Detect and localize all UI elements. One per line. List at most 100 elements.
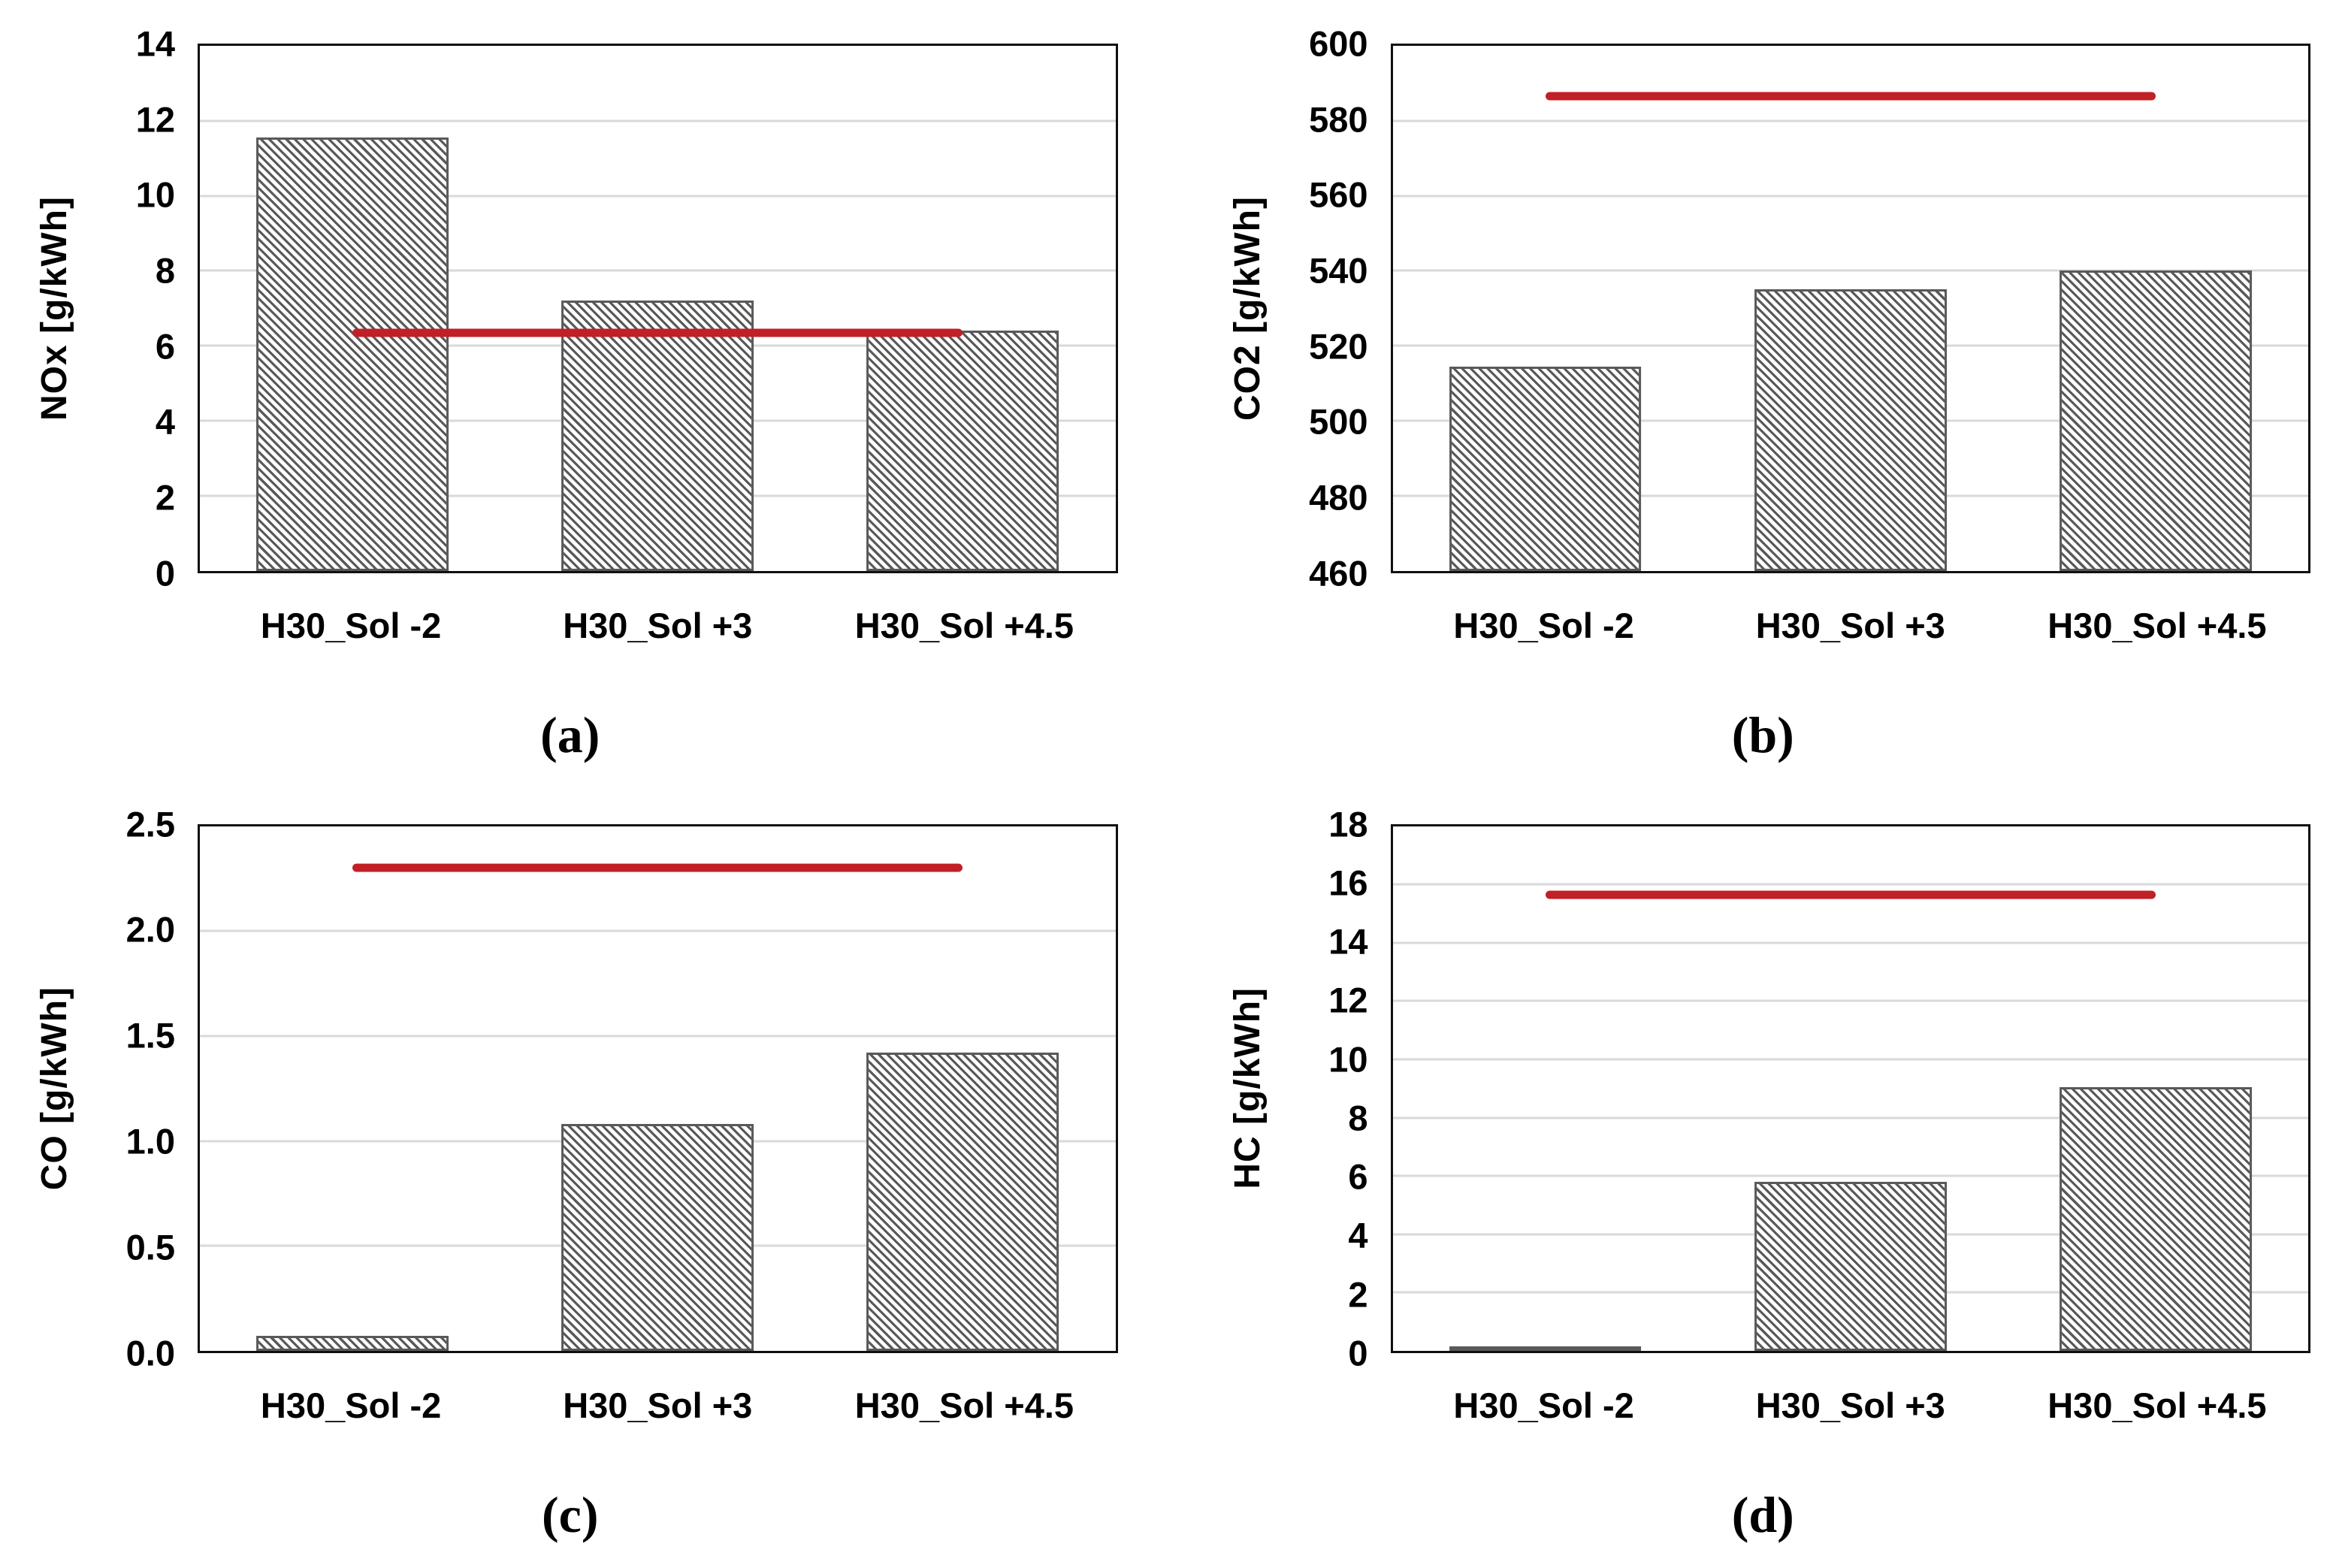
x-tick-label: H30_Sol -2 [1453, 1385, 1634, 1425]
y-tick-label: 2.0 [125, 909, 175, 950]
x-tick-label: H30_Sol +3 [563, 605, 753, 645]
y-tick-label: 6 [155, 326, 175, 367]
y-tick-label: 2 [1348, 1274, 1368, 1315]
plot-area [198, 44, 1118, 573]
y-tick-label: 560 [1309, 174, 1368, 215]
reference-line [1545, 92, 2156, 101]
y-axis-title-wrap: CO [g/kWh] [23, 824, 86, 1354]
reference-line [352, 863, 963, 872]
x-tick-label: H30_Sol -2 [260, 605, 442, 645]
reference-line [352, 328, 963, 337]
x-tick-label: H30_Sol -2 [1453, 605, 1634, 645]
y-tick-label: 580 [1309, 99, 1368, 140]
bar-H30_Sol -2 [256, 137, 449, 571]
y-tick-label: 8 [155, 250, 175, 291]
y-tick-label: 480 [1309, 477, 1368, 518]
x-tick-label: H30_Sol +4.5 [854, 605, 1074, 645]
gridline [1392, 1116, 2308, 1119]
y-tick-label: 14 [135, 23, 175, 64]
y-axis-tick-labels: 0.0 0.5 1.0 1.5 2.0 2.5 [86, 806, 198, 1371]
y-axis-title: CO [g/kWh] [35, 986, 74, 1191]
chart-panel-c: CO [g/kWh] 0.0 0.5 1.0 1.5 2.0 2.5 H30_Sol -2 H3… [23, 791, 1118, 1563]
y-tick-label: 10 [135, 174, 175, 215]
plot-area [1390, 44, 2310, 573]
gridline [200, 195, 1116, 198]
gridline [1392, 941, 2308, 944]
y-tick-label: 500 [1309, 401, 1368, 442]
x-axis-labels: H30_Sol -2 H30_Sol +3 H30_Sol +4.5 [1391, 573, 2311, 686]
y-tick-label: 14 [1328, 921, 1368, 962]
y-axis-title-wrap: HC [g/kWh] [1216, 824, 1280, 1354]
gridline [200, 929, 1116, 932]
y-tick-label: 1.5 [125, 1015, 175, 1056]
panel-caption: (d) [1731, 1486, 1794, 1543]
y-tick-label: 4 [155, 401, 175, 442]
bar-H30_Sol +4.5 [2059, 270, 2252, 571]
gridline [1392, 1058, 2308, 1061]
y-tick-label: 600 [1309, 23, 1368, 64]
plot-area [198, 823, 1118, 1353]
x-tick-label: H30_Sol -2 [260, 1385, 442, 1425]
x-tick-label: H30_Sol +3 [1755, 605, 1945, 645]
y-axis-tick-labels: 0 2 4 6 8 10 12 14 [86, 26, 198, 591]
x-tick-label: H30_Sol +4.5 [2047, 605, 2267, 645]
bar-H30_Sol +3 [1754, 289, 1947, 571]
y-tick-label: 4 [1348, 1215, 1368, 1255]
y-axis-title: CO2 [g/kWh] [1227, 195, 1268, 421]
gridline [1392, 195, 2308, 198]
x-axis-labels: H30_Sol -2 H30_Sol +3 H30_Sol +4.5 [198, 573, 1118, 686]
bar-H30_Sol +4.5 [2059, 1086, 2252, 1351]
y-axis-title: NOx [g/kWh] [35, 195, 74, 421]
x-tick-label: H30_Sol +3 [563, 1385, 753, 1425]
y-tick-label: 2 [155, 477, 175, 518]
gridline [200, 269, 1116, 272]
y-axis-title: HC [g/kWh] [1227, 987, 1268, 1190]
y-tick-label: 540 [1309, 250, 1368, 291]
y-tick-label: 2.5 [125, 804, 175, 844]
y-axis-tick-labels: 0 2 4 6 8 10 12 14 16 18 [1280, 806, 1391, 1371]
bar-H30_Sol +4.5 [866, 331, 1059, 571]
y-tick-label: 0.5 [125, 1227, 175, 1267]
chart-panel-a: NOx [g/kWh] 0 2 4 6 8 10 12 14 H30_Sol -2 H30_Sol … [23, 11, 1118, 782]
bar-H30_Sol +3 [561, 1124, 754, 1351]
y-axis-tick-labels: 460 480 500 520 540 560 580 600 [1280, 26, 1391, 591]
y-tick-label: 0 [155, 553, 175, 593]
y-tick-label: 1.0 [125, 1121, 175, 1162]
panel-caption: (c) [542, 1486, 599, 1543]
x-tick-label: H30_Sol +3 [1755, 1385, 1945, 1425]
chart-panel-b: CO2 [g/kWh] 460 480 500 520 540 560 580 600 H30_S… [1216, 11, 2311, 782]
gridline [1392, 999, 2308, 1002]
y-tick-label: 16 [1328, 863, 1368, 903]
y-axis-title-wrap: NOx [g/kWh] [23, 44, 86, 573]
bar-H30_Sol +4.5 [866, 1053, 1059, 1351]
gridline [200, 119, 1116, 122]
y-tick-label: 0 [1348, 1333, 1368, 1373]
y-tick-label: 8 [1348, 1098, 1368, 1138]
gridline [1392, 883, 2308, 886]
bar-H30_Sol -2 [256, 1336, 449, 1351]
y-tick-label: 520 [1309, 326, 1368, 367]
bar-H30_Sol +3 [1754, 1181, 1947, 1351]
y-axis-title-wrap: CO2 [g/kWh] [1216, 44, 1280, 573]
x-axis-labels: H30_Sol -2 H30_Sol +3 H30_Sol +4.5 [198, 1353, 1118, 1466]
y-tick-label: 18 [1328, 804, 1368, 844]
reference-line [1545, 890, 2156, 899]
chart-panel-d: HC [g/kWh] 0 2 4 6 8 10 12 14 16 18 H30_Sol -2 H30_S… [1216, 791, 2311, 1563]
bar-H30_Sol +3 [561, 301, 754, 571]
panel-caption: (b) [1731, 705, 1794, 763]
x-axis-labels: H30_Sol -2 H30_Sol +3 H30_Sol +4.5 [1391, 1353, 2311, 1466]
y-tick-label: 10 [1328, 1039, 1368, 1080]
panel-caption: (a) [540, 705, 600, 763]
gridline [1392, 119, 2308, 122]
gridline [1392, 1174, 2308, 1177]
bar-H30_Sol -2 [1449, 366, 1642, 571]
gridline [1392, 269, 2308, 272]
y-tick-label: 12 [1328, 980, 1368, 1020]
y-tick-label: 12 [135, 99, 175, 140]
x-tick-label: H30_Sol +4.5 [2047, 1385, 2267, 1425]
x-tick-label: H30_Sol +4.5 [854, 1385, 1074, 1425]
y-tick-label: 0.0 [125, 1333, 175, 1373]
plot-area [1390, 823, 2310, 1353]
y-tick-label: 460 [1309, 553, 1368, 593]
